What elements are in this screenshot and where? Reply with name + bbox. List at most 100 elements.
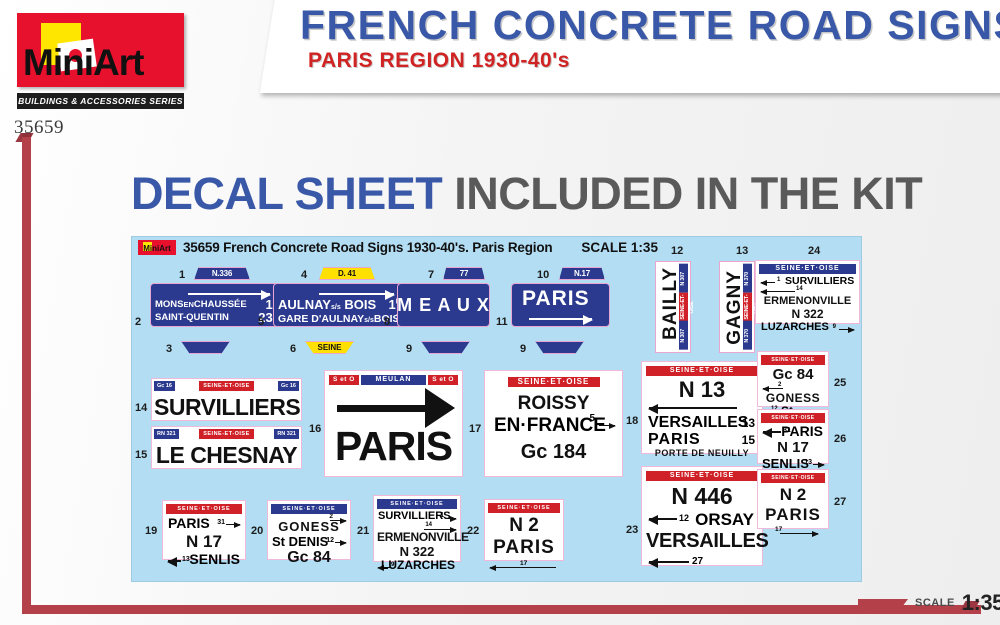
sign-27-arrow-right <box>780 530 819 537</box>
sign-14: Gc 16 SEINE-ET-OISE Gc 16 SURVILLIERS <box>151 378 302 421</box>
sign-19-route: N 17 <box>186 532 222 551</box>
sign-5-l1a: AULNAY <box>278 297 331 312</box>
sign-25-d1: 2 <box>778 382 782 388</box>
sign-27: SEINE·ET·OISE N 2 PARIS 17 <box>757 469 829 537</box>
sign-14-header: Gc 16 SEINE-ET-OISE Gc 16 <box>154 381 299 391</box>
sign-21-arrow-left <box>377 564 390 571</box>
sign-25-row1: 2 <box>761 382 825 393</box>
sign-18-row1: VERSAILLES 13 <box>646 414 758 431</box>
sheet-miniart-icon: MiniArt <box>138 240 176 255</box>
sign-21-row2: 14 <box>377 522 457 533</box>
scale-label: SCALE <box>915 597 955 609</box>
label-3: 3 <box>166 343 173 355</box>
sign-23-arrow-left-1 <box>648 515 677 525</box>
sign-26-l2: SENLIS <box>762 456 809 471</box>
sign-16-cap-right: S et O <box>428 375 458 385</box>
sign-23-header: SEINE·ET·OISE <box>646 471 758 481</box>
sign-12-strip-mid: SEINE-ET-OISE <box>679 292 695 322</box>
miniart-logo: MiniArt <box>17 13 184 87</box>
sign-26: SEINE·ET·OISE 31 PARIS N 17 SENLIS 13 <box>757 409 829 471</box>
sign-2-line2: SAINT-QUENTIN <box>155 312 229 323</box>
sign-23-route: N 446 <box>671 483 733 509</box>
sign-12: BAILLY N 307 SEINE-ET-OISE N 307 <box>655 261 695 353</box>
sign-18-row2: PARIS 15 <box>646 431 758 448</box>
sign-2-arrow-icon <box>188 290 271 300</box>
sign-26-l1: PARIS <box>781 423 823 439</box>
sign-2-l1c: CHAUSSÉE <box>193 299 247 310</box>
sign-17: SEINE·ET·OISE ROISSY EN·FRANCE 5 Gc 184 <box>484 370 623 477</box>
scale-value: 1:35 <box>961 590 1000 615</box>
sign-19-d1: 31 <box>217 519 225 526</box>
sign-18-d2: 15 <box>741 433 755 447</box>
sign-12-strip-bot: N 307 <box>679 321 688 351</box>
sheet-logo-text: MiniArt <box>143 244 171 253</box>
sign-5-line1: AULNAYs/s BOIS <box>278 297 376 312</box>
sign-20-arrow-right-2 <box>335 539 347 546</box>
sign-18-l2: PARIS <box>648 431 701 448</box>
sign-13: GAGNY N 370 SEINE-ET-OISE N 370 <box>719 261 759 353</box>
sign-24-arrow-left-2 <box>760 288 795 295</box>
sign-5-line2: GARE D'AULNAYs/sBOIS <box>278 313 400 325</box>
sign-17-l3: Gc 184 <box>520 441 587 463</box>
label-24: 24 <box>808 245 821 257</box>
sign-15-cap-right: RN 321 <box>274 429 299 439</box>
sign-24-row1: 1 SURVILLIERS <box>759 275 856 287</box>
sign-14-cap-left: Gc 16 <box>154 381 175 391</box>
sign-18-l1: VERSAILLES <box>648 414 749 431</box>
sign-2-line1: MONSENCHAUSSÉE <box>155 299 247 310</box>
header-text: FRENCH CONCRETE ROAD SIGNS PARIS REGION … <box>300 2 1000 74</box>
sign-26-arrow-left <box>762 428 781 438</box>
scale-bar-icon <box>858 599 908 607</box>
sign-27-row1: 17 <box>761 525 825 537</box>
sign-18-arrow-row <box>646 403 758 414</box>
sign-21-d2: 14 <box>425 522 432 528</box>
sign-18-header: SEINE·ET·OISE <box>646 366 758 376</box>
sign-17-row2: EN·FRANCE 5 <box>490 413 617 439</box>
sign-16-cap-center: MEULAN <box>360 375 427 385</box>
sheet-header: MiniArt 35659 French Concrete Road Signs… <box>138 240 658 255</box>
sign-14-cap-center: SEINE-ET-OISE <box>199 381 254 391</box>
label-1: 1 <box>179 269 186 281</box>
sign-2: MONSENCHAUSSÉE 1K5 SAINT-QUENTIN 23K8 <box>150 283 291 327</box>
sign-15-cap-center: SEINE-ET-OISE <box>199 429 254 439</box>
sign-23-d1: 12 <box>679 513 690 523</box>
sign-21-arrow-right-1 <box>445 515 457 522</box>
page-title: FRENCH CONCRETE ROAD SIGNS <box>300 2 1000 48</box>
label-19: 19 <box>145 525 158 537</box>
sign-3-triangle <box>181 341 230 354</box>
sign-25-arrow-left-1 <box>762 385 783 392</box>
sign-17-l1: ROISSY <box>517 393 590 414</box>
sign-25-header: SEINE·ET·OISE <box>761 355 825 365</box>
series-banner: BUILDINGS & ACCESSORIES SERIES <box>17 93 184 109</box>
red-frame <box>22 133 981 614</box>
sign-16-cap-left: S et O <box>329 375 359 385</box>
sign-22-row1: 17 <box>488 559 560 571</box>
sign-24-header: SEINE·ET·OISE <box>759 264 856 274</box>
sign-19-d3: 13 <box>182 556 190 563</box>
sign-27-route: N 2 <box>779 485 807 504</box>
sign-18-d1: 13 <box>741 416 755 430</box>
sign-10-plaque: N.17 <box>559 267 605 280</box>
label-17: 17 <box>469 423 482 435</box>
sign-20-header: SEINE·ET·OISE <box>271 504 347 514</box>
page-subtitle: PARIS REGION 1930-40's <box>308 49 570 72</box>
sign-19-arrow-right <box>226 521 241 528</box>
sign-5-l1c: BOIS <box>344 297 377 312</box>
label-8: 8 <box>384 316 391 328</box>
sign-21-arrow-right-2 <box>424 526 457 533</box>
sign-24-row3: LUZARCHES 9 <box>759 321 856 334</box>
sign-23-l2: VERSAILLES <box>646 530 769 552</box>
sign-2-r2: 23 <box>258 310 273 325</box>
label-5: 5 <box>258 316 265 328</box>
label-2: 2 <box>135 316 142 328</box>
decal-heading: DECAL SHEET INCLUDED IN THE KIT <box>131 168 923 220</box>
sign-5-arrow-icon <box>319 290 395 300</box>
sign-16-arrow-icon <box>337 405 429 412</box>
sign-24-d2: 14 <box>796 286 803 292</box>
sign-21-l3: LUZARCHES <box>381 558 455 572</box>
sign-25: SEINE·ET·OISE Gc 84 2 GONESS 12 St DENIS <box>757 351 829 432</box>
sign-20-arrow-right-1 <box>330 517 347 524</box>
sign-18-arrow-left <box>648 404 737 414</box>
sign-5-l2c: s/s <box>364 317 374 324</box>
sign-2-l1a: MONS <box>155 299 184 310</box>
